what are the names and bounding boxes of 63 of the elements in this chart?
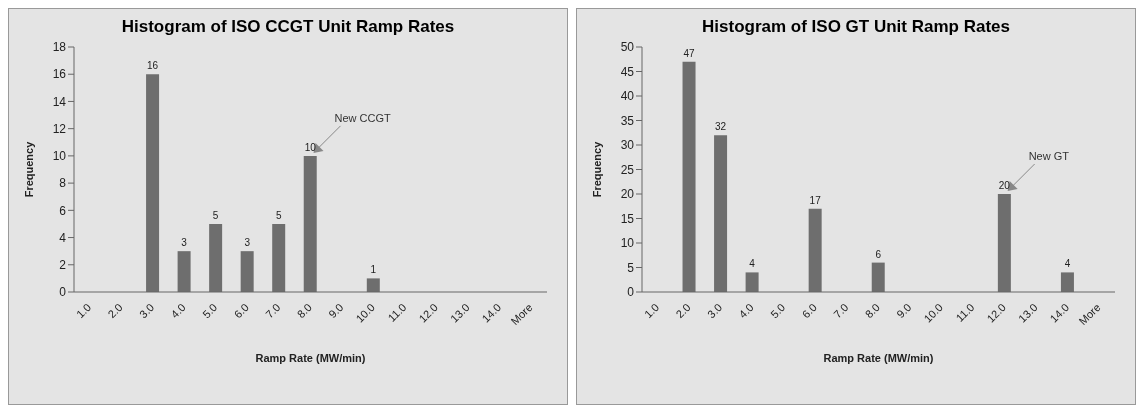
data-label: 16	[147, 60, 159, 72]
y-tick-label: 0	[627, 285, 635, 300]
annotation: New GT	[1028, 150, 1070, 162]
data-label: 4	[1064, 258, 1071, 270]
x-tick-label: 8.0	[294, 300, 314, 321]
data-label: 20	[998, 180, 1011, 191]
x-tick-label: 6.0	[231, 300, 251, 321]
y-axis-title: Frequency	[590, 140, 603, 198]
x-tick-label: 1.0	[641, 300, 662, 321]
x-tick-label: 11.0	[953, 300, 977, 325]
y-tick-label: 25	[620, 162, 635, 177]
x-tick-label: 3.0	[137, 300, 157, 321]
x-tick-label: 5.0	[768, 300, 788, 321]
chart-title: Histogram of ISO GT Unit Ramp Rates	[701, 17, 1011, 37]
x-tick-label: 4.0	[168, 300, 188, 321]
x-tick-label: 2.0	[673, 300, 693, 321]
data-label: 1	[370, 264, 377, 276]
x-tick-label: 3.0	[705, 300, 725, 321]
y-tick-label: 35	[620, 113, 635, 128]
y-tick-label: 50	[620, 40, 635, 55]
y-tick-label: 0	[59, 285, 67, 300]
y-tick-label: 10	[620, 236, 635, 251]
x-tick-label: 11.0	[385, 300, 409, 325]
x-tick-label: 5.0	[200, 300, 220, 321]
y-tick-label: 2	[59, 258, 67, 273]
data-label: 17	[809, 194, 822, 206]
x-tick-label: 1.0	[73, 300, 94, 321]
x-tick-label: 7.0	[263, 300, 283, 321]
data-label: 32	[715, 121, 727, 133]
y-axis-title: Frequency	[22, 140, 35, 198]
y-tick-label: 45	[620, 64, 635, 79]
data-label: 47	[683, 47, 696, 59]
y-tick-label: 4	[59, 230, 67, 245]
x-tick-label: 7.0	[831, 300, 851, 321]
data-label: 5	[212, 209, 219, 221]
data-label: 5	[275, 209, 282, 221]
data-label: 10	[304, 141, 317, 153]
y-tick-label: 10	[52, 149, 67, 164]
y-tick-label: 5	[627, 260, 635, 275]
annotation: New CCGT	[334, 111, 392, 124]
y-tick-label: 8	[59, 176, 67, 191]
y-tick-label: 18	[52, 40, 67, 55]
y-tick-label: 6	[59, 203, 67, 218]
y-tick-label: 30	[620, 138, 635, 153]
y-tick-label: 16	[52, 67, 67, 82]
y-tick-label: 12	[52, 121, 67, 136]
y-tick-label: 14	[52, 94, 67, 109]
x-tick-label: 4.0	[736, 300, 756, 321]
x-axis-title: Ramp Rate (MW/min)	[255, 352, 366, 364]
data-label: 3	[244, 237, 251, 249]
y-tick-label: 40	[620, 89, 635, 104]
x-tick-label: 9.0	[326, 300, 346, 321]
x-tick-label: 2.0	[105, 300, 125, 321]
chart-title: Histogram of ISO CCGT Unit Ramp Rates	[120, 17, 456, 37]
x-tick-label: 8.0	[862, 300, 882, 321]
data-label: 3	[181, 237, 188, 249]
x-tick-label: 9.0	[894, 300, 914, 321]
y-tick-label: 15	[620, 211, 635, 226]
x-axis-title: Ramp Rate (MW/min)	[823, 352, 934, 364]
y-tick-label: 20	[620, 187, 635, 202]
data-label: 4	[749, 258, 756, 270]
data-label: 6	[875, 248, 882, 260]
x-tick-label: 6.0	[799, 300, 819, 321]
